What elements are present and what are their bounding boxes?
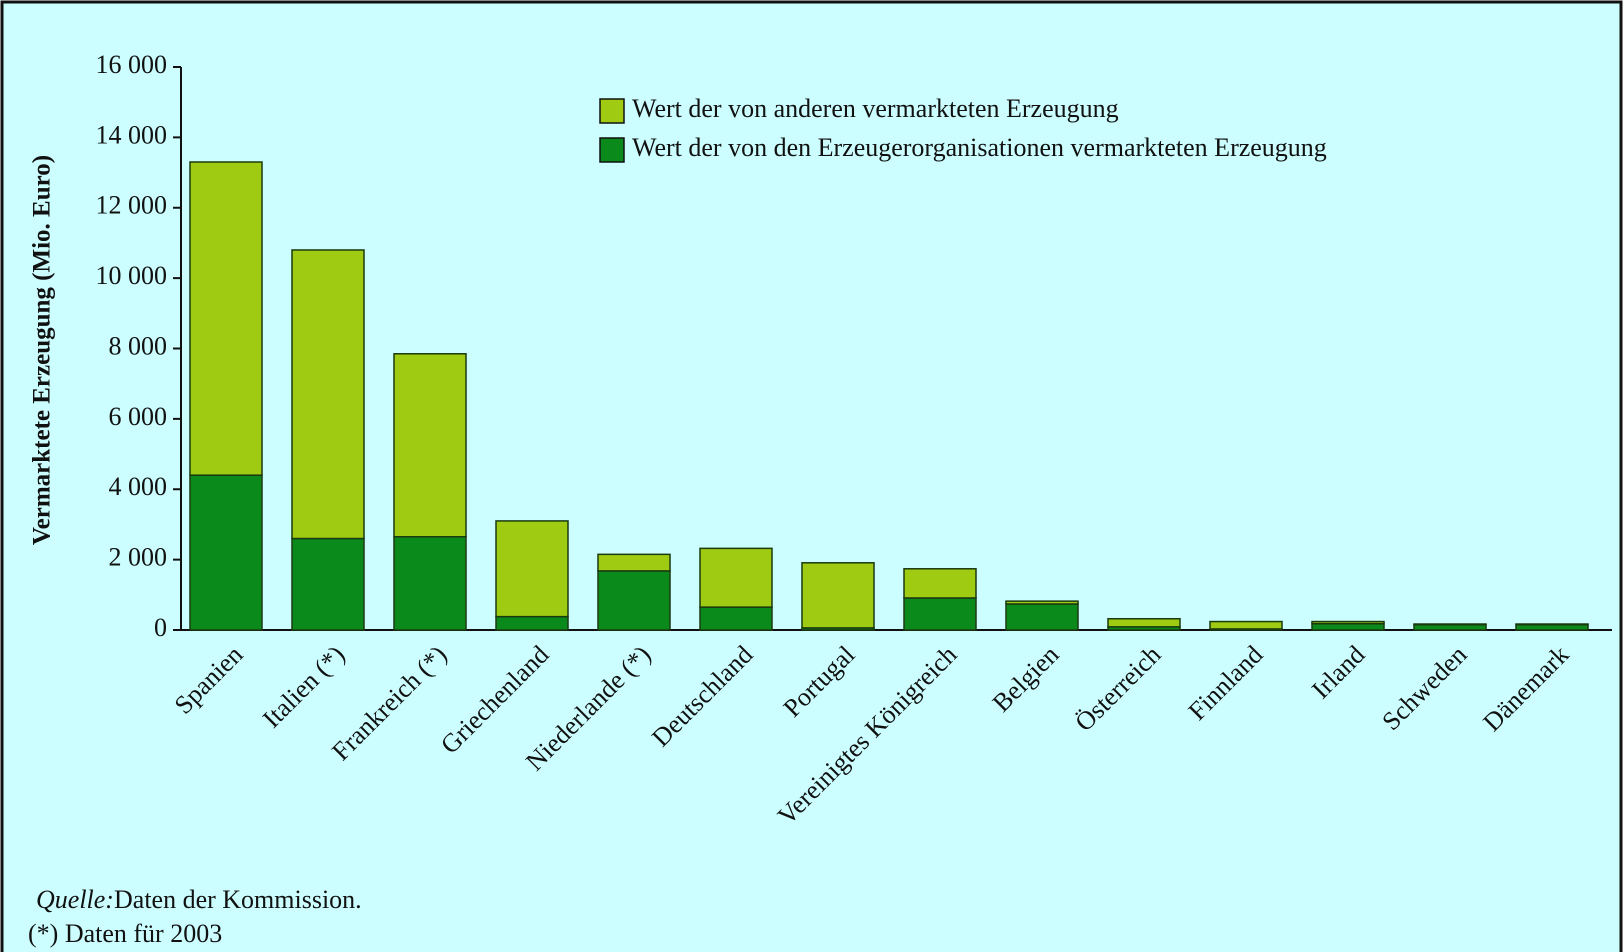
bar-segment [393, 536, 467, 631]
bar-segment [699, 606, 773, 631]
bar-segment [291, 249, 365, 540]
y-tick-label: 12 000 [96, 191, 168, 220]
y-axis-title: Vermarktete Erzeugung (Mio. Euro) [29, 155, 56, 545]
bar-segment [1005, 603, 1079, 631]
bar-segment [1209, 620, 1283, 630]
bar-segment [1005, 600, 1079, 605]
y-tick-label: 4 000 [109, 472, 168, 501]
bar-segment [597, 553, 671, 572]
bar-segment [1107, 617, 1181, 628]
y-tick-label: 0 [154, 613, 167, 642]
source-label: Quelle: [36, 885, 114, 914]
bar-segment [1413, 623, 1487, 626]
legend-label: Wert der von den Erzeugerorganisationen … [632, 133, 1327, 162]
bar-segment [903, 597, 977, 631]
y-tick-label: 6 000 [109, 402, 168, 431]
y-tick-label: 2 000 [109, 543, 168, 572]
bar-segment [291, 537, 365, 631]
bar-segment [189, 161, 263, 476]
bar-segment [495, 615, 569, 631]
legend-swatch [599, 98, 625, 124]
y-tick-label: 14 000 [96, 120, 168, 149]
y-tick-label: 8 000 [109, 331, 168, 360]
bar-segment [699, 547, 773, 608]
bar-segment [1311, 622, 1385, 631]
legend-label: Wert der von anderen vermarkteten Erzeug… [632, 94, 1119, 123]
bar-segment [393, 353, 467, 538]
bar-segment [903, 568, 977, 599]
bar-segment [189, 474, 263, 631]
bar-segment [1413, 623, 1487, 631]
bar-segment [1515, 623, 1589, 626]
legend-swatch [599, 137, 625, 163]
note: (*) Daten für 2003 [28, 919, 222, 948]
bar-segment [495, 520, 569, 618]
bar-segment [801, 562, 875, 629]
bar-segment [1515, 623, 1589, 631]
bar-segment [597, 570, 671, 631]
y-tick-label: 16 000 [96, 50, 168, 79]
bar-segment [1311, 620, 1385, 625]
source: Daten der Kommission. [114, 885, 362, 914]
y-tick-label: 10 000 [96, 261, 168, 290]
